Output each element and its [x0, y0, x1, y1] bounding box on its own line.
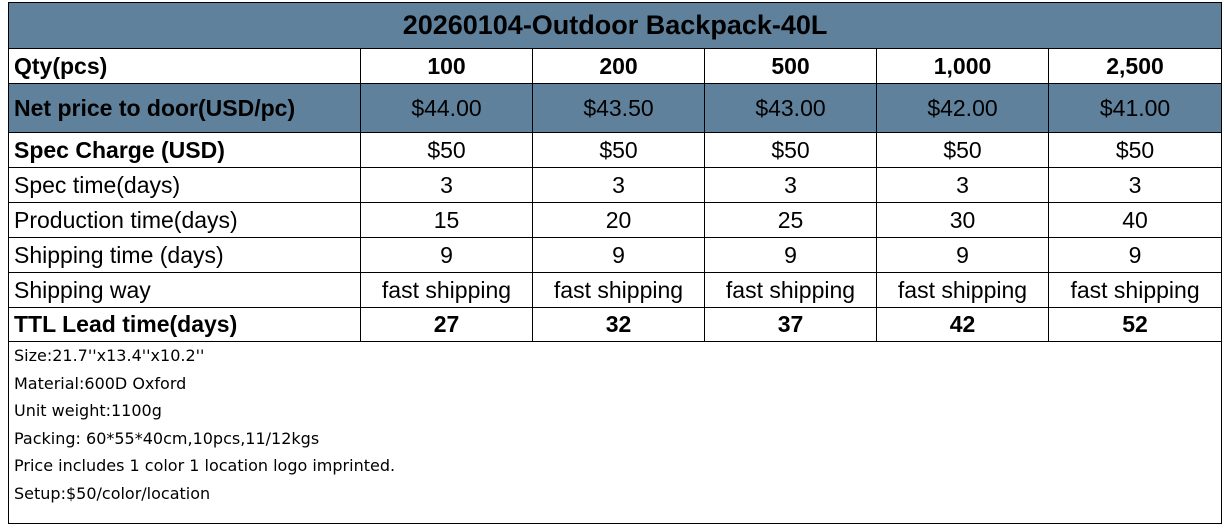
spec-time-cell: 3	[876, 167, 1049, 203]
qty-row: Qty(pcs) 100 200 500 1,000 2,500	[8, 48, 1223, 84]
shipping-way-cell: fast shipping	[532, 272, 705, 308]
title-row: 20260104-Outdoor Backpack-40L	[7, 2, 1223, 49]
shipping-way-row: Shipping way fast shipping fast shipping…	[8, 272, 1223, 308]
note-logo-imprint: Price includes 1 color 1 location logo i…	[14, 456, 396, 476]
shipping-time-row: Shipping time (days) 9 9 9 9 9	[8, 237, 1223, 273]
spec-charge-label: Spec Charge (USD)	[8, 132, 361, 168]
production-time-cell: 20	[532, 202, 705, 238]
shipping-way-cell: fast shipping	[360, 272, 533, 308]
net-price-label: Net price to door(USD/pc)	[8, 83, 361, 133]
note-unit-weight: Unit weight:1100g	[14, 401, 162, 421]
qty-label: Qty(pcs)	[8, 48, 361, 84]
net-price-cell: $42.00	[876, 83, 1049, 133]
shipping-time-cell: 9	[532, 237, 705, 273]
notes-row: Size:21.7''x13.4''x10.2'' Material:600D …	[7, 341, 1223, 524]
qty-cell: 100	[360, 48, 533, 84]
product-notes: Size:21.7''x13.4''x10.2'' Material:600D …	[7, 341, 1223, 524]
note-packing: Packing: 60*55*40cm,10pcs,11/12kgs	[14, 428, 320, 448]
shipping-way-cell: fast shipping	[704, 272, 877, 308]
production-time-cell: 40	[1047, 202, 1223, 238]
notes-list: Size:21.7''x13.4''x10.2'' Material:600D …	[10, 343, 1221, 508]
note-material: Material:600D Oxford	[14, 373, 187, 393]
spec-time-label: Spec time(days)	[8, 167, 361, 203]
spec-charge-row: Spec Charge (USD) $50 $50 $50 $50 $50	[8, 132, 1223, 168]
spec-charge-cell: $50	[704, 132, 877, 168]
spec-time-cell: 3	[532, 167, 705, 203]
net-price-cell: $43.00	[704, 83, 877, 133]
note-setup: Setup:$50/color/location	[14, 483, 211, 503]
net-price-cell: $43.50	[532, 83, 705, 133]
net-price-cell: $44.00	[360, 83, 533, 133]
ttl-lead-time-label: TTL Lead time(days)	[8, 307, 361, 342]
ttl-lead-time-row: TTL Lead time(days) 27 32 37 42 52	[8, 307, 1223, 342]
production-time-cell: 15	[360, 202, 533, 238]
spec-charge-cell: $50	[532, 132, 705, 168]
spec-charge-cell: $50	[876, 132, 1049, 168]
ttl-lead-time-cell: 37	[704, 307, 877, 342]
net-price-row: Net price to door(USD/pc) $44.00 $43.50 …	[8, 83, 1223, 133]
qty-cell: 200	[532, 48, 705, 84]
spec-time-cell: 3	[704, 167, 877, 203]
spec-charge-cell: $50	[1047, 132, 1223, 168]
product-title: 20260104-Outdoor Backpack-40L	[7, 2, 1223, 49]
ttl-lead-time-cell: 27	[360, 307, 533, 342]
shipping-time-cell: 9	[360, 237, 533, 273]
shipping-time-cell: 9	[876, 237, 1049, 273]
shipping-way-cell: fast shipping	[876, 272, 1049, 308]
quote-table: 20260104-Outdoor Backpack-40L Qty(pcs) 1…	[7, 2, 1223, 524]
spec-time-row: Spec time(days) 3 3 3 3 3	[8, 167, 1223, 203]
shipping-time-cell: 9	[704, 237, 877, 273]
shipping-time-label: Shipping time (days)	[8, 237, 361, 273]
production-time-cell: 30	[876, 202, 1049, 238]
note-size: Size:21.7''x13.4''x10.2''	[14, 346, 205, 365]
qty-cell: 500	[704, 48, 877, 84]
quote-sheet: 20260104-Outdoor Backpack-40L Qty(pcs) 1…	[7, 2, 1223, 524]
net-price-cell: $41.00	[1047, 83, 1223, 133]
qty-cell: 2,500	[1047, 48, 1223, 84]
production-time-label: Production time(days)	[8, 202, 361, 238]
shipping-way-cell: fast shipping	[1047, 272, 1223, 308]
spec-time-cell: 3	[1047, 167, 1223, 203]
spec-time-cell: 3	[360, 167, 533, 203]
shipping-time-cell: 9	[1047, 237, 1223, 273]
production-time-row: Production time(days) 15 20 25 30 40	[8, 202, 1223, 238]
ttl-lead-time-cell: 52	[1047, 307, 1223, 342]
qty-cell: 1,000	[876, 48, 1049, 84]
ttl-lead-time-cell: 42	[876, 307, 1049, 342]
shipping-way-label: Shipping way	[8, 272, 361, 308]
spec-charge-cell: $50	[360, 132, 533, 168]
production-time-cell: 25	[704, 202, 877, 238]
ttl-lead-time-cell: 32	[532, 307, 705, 342]
